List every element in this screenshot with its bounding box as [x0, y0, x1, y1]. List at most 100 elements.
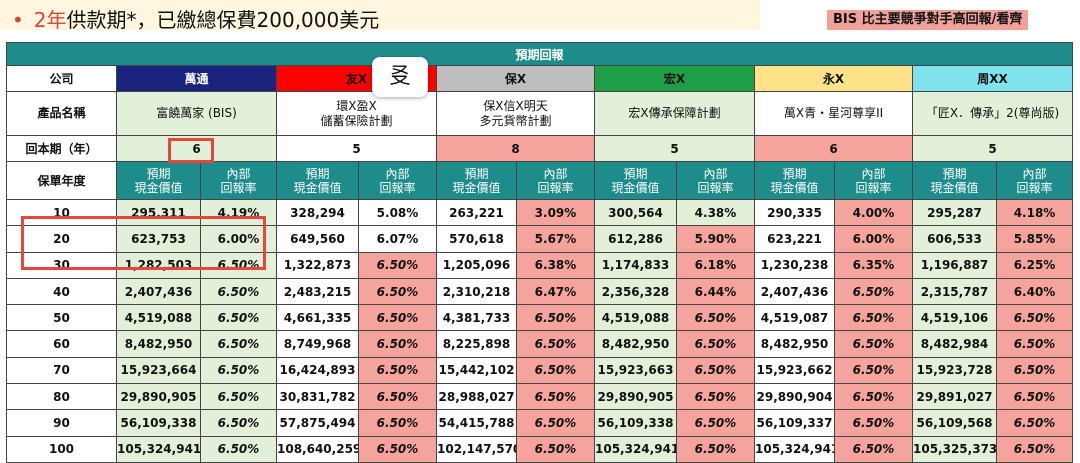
col-header-line: 內部 — [861, 166, 886, 181]
cash-value-cell: 105,324,941 — [116, 435, 201, 463]
col-header-line: 回報率 — [379, 180, 416, 195]
table-row: 30 1,282,503 6.50% 1,322,873 6.50% 1,205,096 6… — [6, 251, 1074, 279]
irr-cell: 6.50% — [200, 330, 277, 358]
policy-year-cell: 20 — [6, 225, 117, 253]
col-header-line: 現金價值 — [134, 180, 183, 195]
irr-cell: 3.09% — [516, 198, 595, 227]
product-line: 「匠X．傳承」2(尊尚版) — [925, 106, 1060, 120]
irr-cell: 6.50% — [676, 409, 755, 437]
col-header-line: 預期 — [305, 166, 330, 181]
company-hong: 宏X — [594, 65, 755, 92]
irr-cell: 6.50% — [200, 435, 277, 463]
irr-cell: 6.50% — [995, 330, 1074, 358]
cash-value-cell: 606,533 — [912, 225, 997, 253]
product-line: 萬X青・星河尊享II — [783, 106, 884, 120]
cash-value-cell: 56,109,338 — [116, 409, 201, 437]
irr-cell: 6.50% — [200, 383, 277, 411]
ime-candidate-popup[interactable]: 㕛 — [372, 57, 428, 97]
policy-year-cell: 100 — [6, 435, 117, 463]
col-header-irr: 內部 回報率 — [834, 161, 913, 200]
header-band — [0, 0, 760, 30]
irr-cell: 5.67% — [516, 225, 595, 253]
irr-cell: 6.38% — [516, 251, 595, 279]
col-header-cash-value: 預期 現金價值 — [754, 161, 835, 200]
cash-value-cell: 2,356,328 — [594, 277, 677, 306]
col-header-line: 回報率 — [220, 180, 257, 195]
irr-cell: 6.47% — [516, 277, 595, 306]
product-name-5: 「匠X．傳承」2(尊尚版) — [911, 91, 1074, 136]
irr-cell: 6.50% — [676, 383, 755, 411]
irr-cell: 6.50% — [995, 356, 1074, 385]
irr-cell: 6.35% — [834, 251, 913, 279]
irr-cell: 6.50% — [516, 435, 595, 463]
cash-value-cell: 29,890,905 — [116, 383, 201, 411]
irr-cell: 6.50% — [516, 356, 595, 385]
company-bao: 保X — [436, 65, 595, 92]
irr-cell: 5.90% — [676, 225, 755, 253]
cash-value-cell: 2,483,215 — [276, 277, 359, 306]
irr-cell: 6.50% — [516, 409, 595, 437]
cash-value-cell: 263,221 — [436, 198, 517, 227]
irr-cell: 6.50% — [516, 304, 595, 332]
col-header-line: 現金價值 — [293, 180, 342, 195]
breakeven-5: 5 — [911, 135, 1074, 162]
cash-value-cell: 328,294 — [276, 198, 359, 227]
row-label-breakeven: 回本期（年） — [6, 135, 117, 162]
cash-value-cell: 30,831,782 — [276, 383, 359, 411]
policy-year-cell: 50 — [6, 304, 117, 332]
cash-value-cell: 612,286 — [594, 225, 677, 253]
col-header-line: 內部 — [226, 166, 251, 181]
irr-cell: 5.08% — [358, 198, 437, 227]
bullet-dot: • — [12, 8, 24, 32]
cash-value-cell: 54,415,788 — [436, 409, 517, 437]
col-header-irr: 內部 回報率 — [995, 161, 1074, 200]
irr-cell: 6.40% — [995, 277, 1074, 306]
company-wantong: 萬通 — [116, 65, 277, 92]
col-header-cash-value: 預期 現金價值 — [912, 161, 997, 200]
premium-bullet: • 2年供款期*，已繳總保費200,000美元 — [12, 4, 379, 33]
product-name-0: 富饒萬家 (BIS) — [116, 91, 277, 136]
cash-value-cell: 649,560 — [276, 225, 359, 253]
product-name-4: 萬X青・星河尊享II — [754, 91, 913, 136]
cash-value-cell: 1,322,873 — [276, 251, 359, 279]
cash-value-cell: 8,482,950 — [116, 330, 201, 358]
cash-value-cell: 1,174,833 — [594, 251, 677, 279]
product-line: 多元貨幣計劃 — [479, 113, 552, 128]
col-header-cash-value: 預期 現金價值 — [276, 161, 359, 200]
bullet-highlight: 2年 — [33, 8, 67, 32]
breakeven-1: 5 — [276, 135, 437, 162]
policy-year-cell: 40 — [6, 277, 117, 306]
cash-value-cell: 4,381,733 — [436, 304, 517, 332]
cash-value-cell: 29,890,904 — [754, 383, 835, 411]
col-header-line: 回報率 — [537, 180, 574, 195]
irr-cell: 5.85% — [995, 225, 1074, 253]
col-header-line: 回報率 — [855, 180, 892, 195]
table-row: 80 29,890,905 6.50% 30,831,782 6.50% 28,988,0… — [6, 383, 1074, 411]
irr-cell: 6.50% — [676, 356, 755, 385]
cash-value-cell: 15,923,663 — [594, 356, 677, 385]
table-row: 20 623,753 6.00% 649,560 6.07% 570,618 5.67% 61… — [6, 225, 1074, 253]
col-header-irr: 內部 回報率 — [200, 161, 277, 200]
cash-value-cell: 290,335 — [754, 198, 835, 227]
irr-cell: 6.50% — [834, 409, 913, 437]
irr-cell: 6.44% — [676, 277, 755, 306]
table-row: 50 4,519,088 6.50% 4,661,335 6.50% 4,381,733 6… — [6, 304, 1074, 332]
table-row: 100 105,324,941 6.50% 108,640,259 6.50% 102,1… — [6, 435, 1074, 463]
irr-cell: 6.50% — [358, 356, 437, 385]
cash-value-cell: 623,753 — [116, 225, 201, 253]
breakeven-highlight-box — [168, 138, 214, 163]
col-header-line: 預期 — [623, 166, 648, 181]
irr-cell: 6.00% — [834, 225, 913, 253]
policy-year-cell: 80 — [6, 383, 117, 411]
breakeven-4: 6 — [754, 135, 913, 162]
cash-value-cell: 56,109,337 — [754, 409, 835, 437]
cash-value-cell: 4,519,088 — [594, 304, 677, 332]
irr-cell: 6.50% — [358, 304, 437, 332]
col-header-line: 預期 — [146, 166, 171, 181]
cash-value-cell: 105,325,373 — [912, 435, 997, 463]
cash-value-cell: 8,482,950 — [754, 330, 835, 358]
row-label-company: 公司 — [6, 65, 117, 92]
cash-value-cell: 29,891,027 — [912, 383, 997, 411]
cash-value-cell: 1,230,238 — [754, 251, 835, 279]
cash-value-cell: 2,407,436 — [116, 277, 201, 306]
